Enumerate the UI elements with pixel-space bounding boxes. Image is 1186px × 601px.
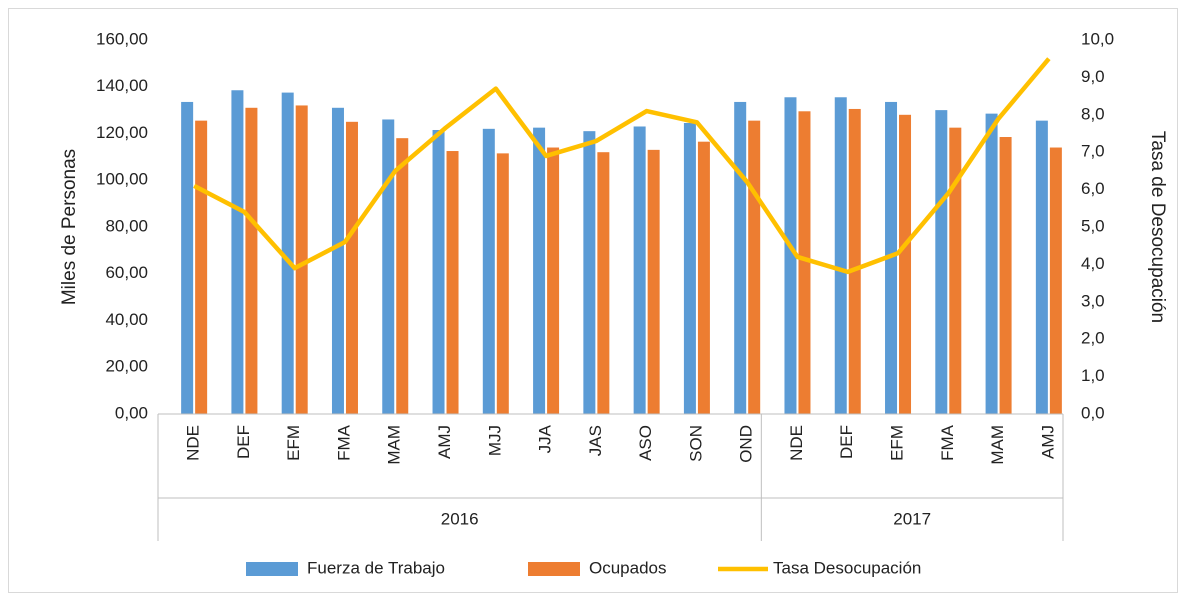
- y-tick-label: 40,00: [105, 310, 148, 329]
- y2-tick-label: 6,0: [1081, 179, 1105, 198]
- bar: [834, 97, 847, 415]
- x-tick-label: JAS: [586, 425, 605, 456]
- bar: [633, 126, 646, 415]
- bar: [597, 152, 610, 414]
- bar: [331, 107, 344, 414]
- bar: [396, 138, 409, 415]
- bar: [683, 122, 696, 414]
- x-tick-label: DEF: [234, 425, 253, 459]
- x-tick-label: SON: [686, 425, 705, 462]
- line-series: [193, 57, 1051, 275]
- y2-tick-label: 7,0: [1081, 142, 1105, 161]
- y2-tick-label: 4,0: [1081, 254, 1105, 273]
- x-tick-label: ASO: [636, 425, 655, 461]
- bar: [496, 153, 509, 414]
- bar: [899, 114, 912, 415]
- legend-label: Ocupados: [589, 558, 667, 577]
- y-tick-label: 140,00: [96, 76, 148, 95]
- bar: [798, 111, 811, 414]
- group-label: 2017: [893, 509, 931, 528]
- bar: [949, 127, 962, 414]
- y-tick-label: 100,00: [96, 170, 148, 189]
- bar: [195, 120, 208, 415]
- bar: [734, 101, 747, 414]
- bar: [281, 92, 294, 414]
- y-tick-label: 160,00: [96, 29, 148, 48]
- y2-axis-title: Tasa de Desocupación: [1147, 131, 1168, 323]
- y2-tick-label: 2,0: [1081, 329, 1105, 348]
- x-tick-label: MAM: [988, 425, 1007, 465]
- x-tick-label: OND: [737, 425, 756, 463]
- x-tick-label: NDE: [787, 425, 806, 461]
- bar: [245, 107, 258, 414]
- y2-tick-label: 8,0: [1081, 104, 1105, 123]
- x-tick-label: EFM: [888, 425, 907, 461]
- legend-swatch: [528, 562, 580, 576]
- bar: [784, 97, 797, 415]
- x-tick-label: JJA: [536, 424, 555, 453]
- bar: [748, 120, 761, 415]
- x-tick-label: NDE: [184, 425, 203, 461]
- bar: [999, 137, 1012, 414]
- x-tick-label: FMA: [334, 424, 353, 461]
- bar: [533, 127, 546, 414]
- bar: [1035, 120, 1048, 415]
- legend-label: Tasa Desocupación: [773, 558, 921, 577]
- bar: [231, 90, 244, 414]
- bar: [1049, 147, 1062, 414]
- x-tick-label: AMJ: [1038, 425, 1057, 459]
- y2-tick-label: 0,0: [1081, 403, 1105, 422]
- bar: [583, 131, 596, 414]
- y2-tick-label: 5,0: [1081, 216, 1105, 235]
- group-label: 2016: [441, 509, 479, 528]
- bar: [181, 101, 194, 414]
- y-tick-label: 20,00: [105, 357, 148, 376]
- y-tick-label: 120,00: [96, 123, 148, 142]
- y-tick-label: 60,00: [105, 263, 148, 282]
- bar: [295, 105, 308, 414]
- bar: [345, 121, 358, 414]
- bar: [482, 128, 495, 414]
- bar: [382, 119, 395, 414]
- y2-tick-label: 10,0: [1081, 29, 1114, 48]
- bar: [985, 113, 998, 414]
- bar: [446, 151, 459, 414]
- bar: [848, 108, 861, 415]
- x-tick-label: MJJ: [485, 425, 504, 456]
- y-tick-label: 80,00: [105, 216, 148, 235]
- y2-tick-label: 3,0: [1081, 291, 1105, 310]
- bar: [432, 129, 445, 414]
- y-axis-title: Miles de Personas: [59, 149, 80, 305]
- x-tick-label: FMA: [938, 424, 957, 461]
- bar: [547, 147, 560, 414]
- legend-swatch: [246, 562, 298, 576]
- y-tick-label: 0,00: [115, 403, 148, 422]
- x-tick-label: AMJ: [435, 425, 454, 459]
- x-tick-label: MAM: [385, 425, 404, 465]
- bar: [647, 149, 660, 415]
- y2-tick-label: 1,0: [1081, 366, 1105, 385]
- y2-tick-label: 9,0: [1081, 67, 1105, 86]
- legend-label: Fuerza de Trabajo: [307, 558, 445, 577]
- bar: [935, 110, 948, 414]
- x-tick-label: EFM: [284, 425, 303, 461]
- bar: [697, 141, 710, 414]
- x-tick-label: DEF: [837, 425, 856, 459]
